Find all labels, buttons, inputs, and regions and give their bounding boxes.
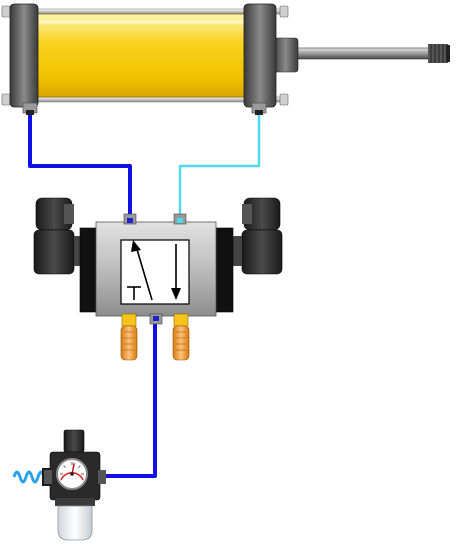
air-lines [28, 112, 261, 478]
pressure-gauge [56, 458, 88, 490]
piston-rod [292, 47, 436, 60]
line-port-a [28, 112, 132, 218]
gauge-needle [71, 463, 75, 475]
line-port-b [178, 112, 261, 220]
valve-ports-top [123, 213, 187, 225]
cylinder-barrel [35, 13, 247, 98]
regulator-knob [63, 429, 85, 453]
rod-end-thread [428, 44, 450, 63]
valve-ports-bottom [149, 313, 163, 325]
valve-symbol [120, 239, 190, 305]
pneumatic-cylinder [1, 3, 450, 115]
exhaust-muffler-right [172, 313, 190, 361]
filter-bowl-collar [55, 498, 95, 506]
left-solenoid [33, 197, 84, 275]
valve-left-end [79, 227, 99, 313]
solenoid-valve [33, 197, 283, 325]
cylinder-ports [22, 102, 267, 115]
right-solenoid [232, 197, 283, 275]
front-end-cap [243, 3, 277, 108]
rod-gland [272, 37, 299, 73]
line-supply [104, 318, 157, 478]
filter-regulator [12, 429, 106, 541]
rear-end-cap [9, 3, 39, 108]
filter-bowl [57, 505, 93, 541]
exhaust-muffler-left [120, 313, 138, 361]
